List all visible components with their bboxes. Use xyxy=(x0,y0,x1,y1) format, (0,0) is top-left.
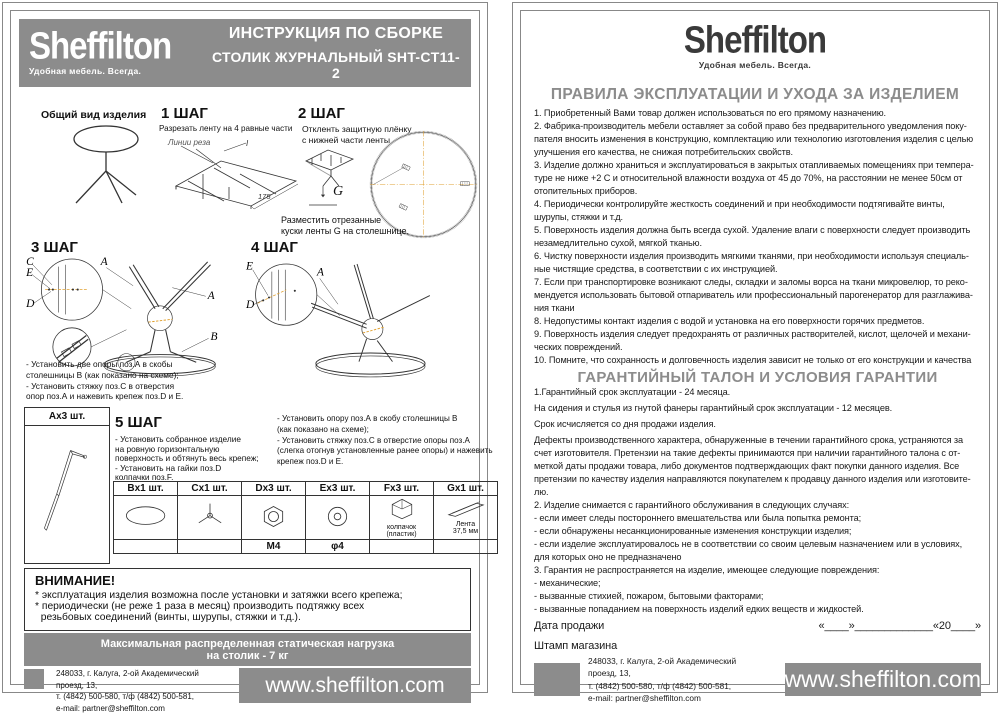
svg-text:175: 175 xyxy=(258,192,271,201)
svg-text:I: I xyxy=(246,139,249,148)
svg-text:Линии реза: Линии реза xyxy=(167,138,211,147)
svg-text:A: A xyxy=(207,290,216,302)
svg-text:A: A xyxy=(100,256,109,268)
svg-text:C: C xyxy=(26,256,34,268)
svg-text:A: A xyxy=(316,266,325,278)
svg-text:E: E xyxy=(25,267,33,279)
svg-text:B: B xyxy=(211,331,218,343)
svg-text:D: D xyxy=(25,298,35,310)
svg-text:D: D xyxy=(245,299,255,311)
svg-text:E: E xyxy=(245,261,253,273)
